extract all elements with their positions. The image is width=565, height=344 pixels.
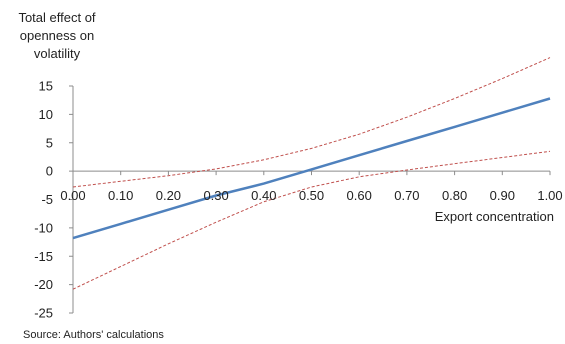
y-tick-label: -5 [41,192,53,207]
y-tick-label: 0 [46,164,53,179]
x-tick-label: 0.20 [156,188,181,203]
y-axis-title: Total effect of openness on volatility [18,10,95,61]
x-tick-label: 0.60 [347,188,372,203]
source-note: Source: Authors' calculations [23,329,164,341]
x-tick-label: 0.00 [60,188,85,203]
y-tick-label: -25 [34,306,53,321]
x-tick-label: 1.00 [537,188,562,203]
confidence-band-line [72,150,551,290]
y-tick-labels: -25 -20 -15 -10 -5 0 5 10 15 [34,79,53,321]
y-tick-label: -20 [34,277,53,292]
x-tick-label: 0.70 [394,188,419,203]
x-tick-label: 0.40 [251,188,276,203]
x-tick-labels: 0.00 0.10 0.20 0.30 0.40 0.50 0.60 0.70 0.80 0.90… [60,188,562,203]
x-tick-label: 0.30 [203,188,228,203]
y-tick-label: 15 [39,79,53,94]
confidence-band-line [72,57,551,188]
x-tick-label: 0.10 [108,188,133,203]
series-lines [72,57,551,290]
y-tick-label: 5 [46,135,53,150]
y-tick-label: -15 [34,249,53,264]
y-tick-label: -10 [34,220,53,235]
total-effect-line [72,97,551,240]
x-tick-label: 0.50 [299,188,324,203]
axes [69,85,551,314]
x-tick-label: 0.90 [490,188,515,203]
x-tick-label: 0.80 [442,188,467,203]
y-tick-label: 10 [39,107,53,122]
y-axis-title-line-1: Total effect of [18,10,95,25]
y-axis-title-line-2: openness on [20,28,94,43]
x-axis-title: Export concentration [435,209,554,224]
y-axis-title-line-3: volatility [34,46,81,61]
